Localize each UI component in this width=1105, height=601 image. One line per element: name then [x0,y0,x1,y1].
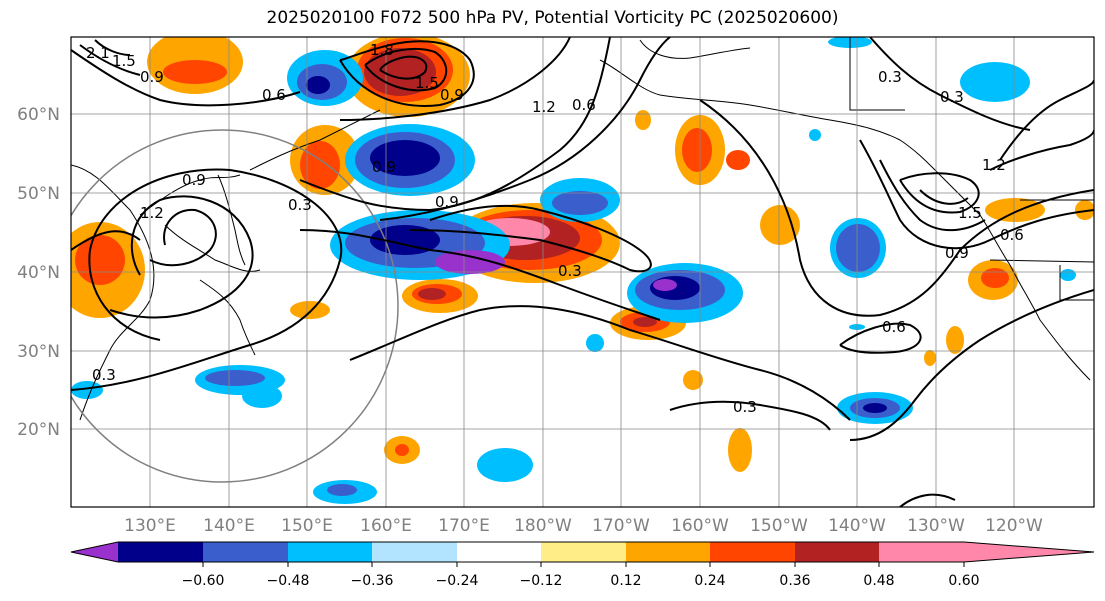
contour-label: 0.9 [440,86,464,104]
colorbar: −0.60 −0.48 −0.36 −0.24 −0.12 0.12 0.24 … [70,541,1095,589]
colorbar-tick-label: 0.60 [948,573,979,589]
lat-label: 20°N [17,420,60,440]
latitude-labels: 60°N 50°N 40°N 30°N 20°N [17,105,60,440]
contour-label: 0.9 [140,68,164,86]
contour-label: 1.5 [958,204,982,222]
colorbar-tick-label: −0.24 [436,573,479,589]
lon-label: 150°E [281,516,333,536]
colorbar-segment [457,542,541,562]
contour-labels: 0.6 0.9 1.2 0.6 0.9 1.2 0.9 0.3 0.9 0.3 … [86,41,1024,416]
lon-label: 180°W [514,516,572,536]
contour-label: 0.9 [945,244,969,262]
lon-label: 130°W [907,516,965,536]
lon-label: 160°E [360,516,412,536]
contour-label: 1.2 [982,156,1006,174]
contour-label: 0.3 [288,196,312,214]
colorbar-segment [372,542,457,562]
range-circle [71,129,399,483]
lon-label: 170°W [592,516,650,536]
contour-label: 0.3 [92,366,116,384]
lon-label: 160°W [671,516,729,536]
contour-label: 0.6 [572,96,596,114]
pv-contours [71,37,1094,507]
lon-label: 170°E [438,516,490,536]
map-title: 2025020100 F072 500 hPa PV, Potential Vo… [266,8,839,28]
contour-label: 0.6 [882,318,906,336]
contour-label: 0.6 [1000,226,1024,244]
colorbar-tick-label: −0.60 [182,573,225,589]
colorbar-tick-label: 0.36 [779,573,810,589]
contour-label: 1.5 [415,74,439,92]
colorbar-extend-low [71,542,118,562]
contour-label: 1.8 [370,41,394,59]
map-frame [70,36,1095,508]
contour-label: 0.3 [940,88,964,106]
colorbar-segment [541,542,626,562]
contour-label: 0.3 [558,262,582,280]
contour-label: 2.1 [86,44,110,62]
contour-label: 1.5 [112,52,136,70]
contour-label: 0.9 [182,171,206,189]
lon-label: 150°W [750,516,808,536]
colorbar-tick-label: −0.48 [267,573,310,589]
lon-label: 130°E [124,516,176,536]
colorbar-segment [710,542,795,562]
colorbar-segment [795,542,879,562]
lat-label: 50°N [17,184,60,204]
contour-label: 1.2 [532,98,556,116]
colorbar-segment [626,542,710,562]
lon-label: 140°W [828,516,886,536]
contour-label: 0.3 [733,398,757,416]
colorbar-segment [203,542,288,562]
lon-label: 120°W [985,516,1043,536]
lon-label: 140°E [203,516,255,536]
colorbar-segment [879,542,964,562]
lat-label: 40°N [17,263,60,283]
graticule [71,37,1094,507]
colorbar-tick-label: 0.12 [610,573,641,589]
colorbar-segment [288,542,372,562]
colorbar-extend-high [964,542,1094,562]
colorbar-tick-label: 0.24 [694,573,725,589]
contour-label: 0.3 [878,68,902,86]
contour-label: 1.2 [140,204,164,222]
colorbar-tick-label: 0.48 [863,573,894,589]
contour-label: 0.6 [262,86,286,104]
colorbar-tick-label: −0.12 [520,573,563,589]
contour-label: 0.9 [372,158,396,176]
longitude-labels: 130°E 140°E 150°E 160°E 170°E 180°W 170°… [124,516,1043,536]
colorbar-segment [118,542,203,562]
lat-label: 30°N [17,342,60,362]
colorbar-tick-label: −0.36 [351,573,394,589]
lat-label: 60°N [17,105,60,125]
contour-label: 0.9 [435,193,459,211]
